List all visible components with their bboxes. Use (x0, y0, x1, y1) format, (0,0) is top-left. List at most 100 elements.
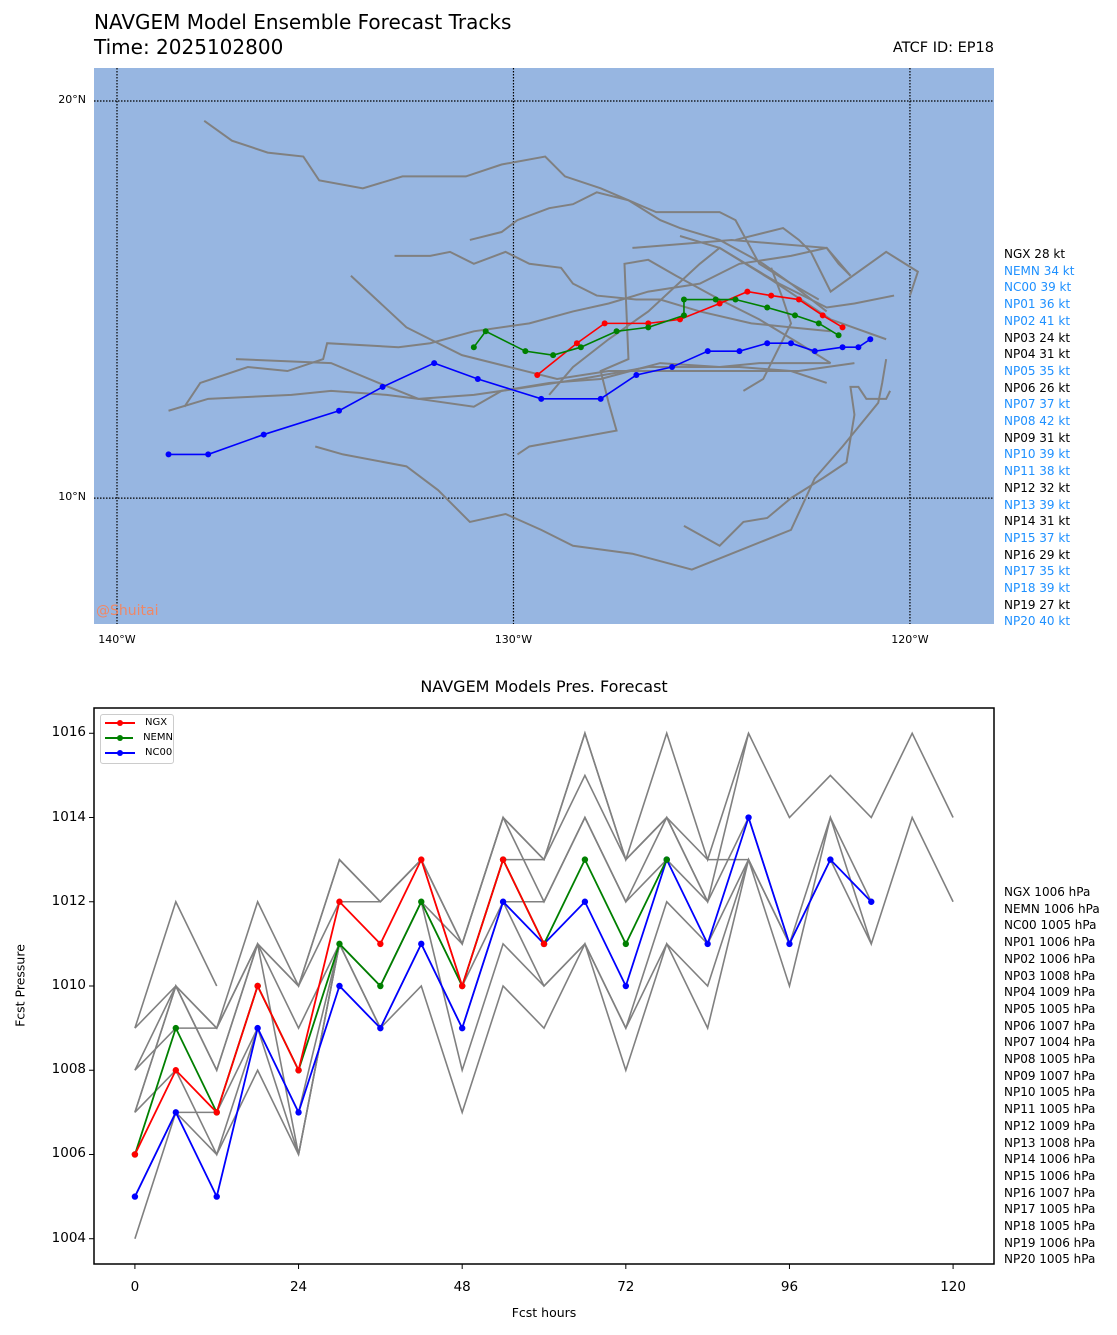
pressure-label: NP15 1006 hPa (1004, 1168, 1096, 1183)
legend-swatch (105, 719, 135, 726)
x-tick-label: 96 (780, 1279, 799, 1295)
pressure-label: NEMN 1006 hPa (1004, 901, 1100, 916)
pressure-label: NP03 1008 hPa (1004, 968, 1096, 983)
intensity-label: NP15 37 kt (1004, 530, 1071, 545)
ngx-pressure-point (131, 1151, 139, 1158)
pressure-label: NP16 1007 hPa (1004, 1185, 1096, 1200)
pressure-label: NP10 1005 hPa (1004, 1085, 1096, 1100)
pressure-label: NP17 1005 hPa (1004, 1202, 1096, 1217)
x-tick-label: 24 (289, 1279, 308, 1295)
nc00-track-point (597, 395, 604, 402)
pressure-label: NP01 1006 hPa (1004, 935, 1096, 950)
nc00-pressure-point (131, 1193, 139, 1200)
x-axis-label: Fcst hours (511, 1305, 577, 1320)
intensity-label: NGX 28 kt (1004, 247, 1066, 261)
nemn-track-point (470, 344, 477, 351)
nc00-pressure-point (377, 1024, 384, 1032)
nc00-pressure-point (213, 1193, 220, 1200)
longitude-tick-label: 130°W (494, 633, 533, 646)
latitude-tick-label: 10°N (58, 490, 86, 504)
y-tick-label: 1006 (51, 1145, 86, 1162)
nc00-track-point (811, 348, 818, 355)
nc00-track-point (538, 395, 545, 402)
watermark: @Shuitai (96, 603, 159, 619)
intensity-label: NP11 38 kt (1004, 464, 1071, 479)
member-track (235, 358, 831, 408)
nc00-track-point (839, 344, 846, 351)
nemn-track-point (522, 348, 529, 355)
nc00-track-point (205, 451, 212, 458)
nemn-track-point (732, 296, 739, 303)
y-tick-label: 1012 (51, 892, 86, 909)
nc00-pressure-line (134, 814, 872, 1200)
pressure-label: NP04 1009 hPa (1004, 985, 1096, 1000)
nemn-pressure-point (622, 940, 630, 948)
ngx-track-point (839, 324, 846, 331)
member-track (735, 226, 920, 296)
nemn-pressure-point (336, 940, 343, 948)
nemn-track-point (482, 328, 489, 335)
nemn-pressure-point (172, 1024, 180, 1032)
nemn-track-point (613, 328, 620, 335)
nc00-pressure-point (418, 940, 425, 948)
intensity-label: NP13 39 kt (1004, 497, 1071, 512)
intensity-label: NP12 32 kt (1004, 480, 1071, 495)
nc00-track-point (736, 348, 743, 355)
y-tick-label: 1004 (51, 1229, 86, 1246)
ngx-track-point (573, 340, 580, 347)
member-pressure-line (134, 857, 872, 1239)
x-tick-label: 0 (130, 1279, 140, 1295)
intensity-label: NP06 26 kt (1004, 380, 1071, 395)
legend-label: NC00 (145, 747, 173, 758)
member-track (516, 258, 832, 456)
x-tick-label: 72 (617, 1279, 635, 1295)
legend: NGX NEMN NC00 (100, 714, 174, 764)
ngx-pressure-point (418, 856, 425, 863)
intensity-label: NP07 37 kt (1004, 397, 1071, 412)
track-map (94, 68, 994, 624)
nc00-pressure-point (745, 814, 752, 821)
intensity-label: NP02 41 kt (1004, 313, 1071, 328)
pressure-label: NP13 1008 hPa (1004, 1135, 1096, 1150)
ngx-pressure-point (172, 1067, 180, 1074)
member-track (632, 238, 852, 277)
member-track (683, 385, 892, 548)
pressure-label: NP14 1006 hPa (1004, 1152, 1096, 1167)
nc00-pressure-point (581, 898, 589, 905)
nemn-track-point (815, 320, 822, 327)
legend-label: NGX (145, 717, 168, 728)
nc00-pressure-point (868, 898, 875, 905)
nc00-pressure-point (499, 898, 507, 905)
pressure-label: NP18 1005 hPa (1004, 1219, 1096, 1233)
nc00-track-point (260, 431, 267, 438)
pressure-label: NP06 1007 hPa (1004, 1018, 1096, 1033)
y-tick-label: 1008 (51, 1061, 86, 1078)
nemn-track-point (577, 344, 584, 351)
nc00-pressure-point (458, 1024, 466, 1032)
nc00-track-point (474, 375, 481, 382)
ngx-pressure-point (499, 856, 507, 863)
legend-swatch (105, 734, 134, 741)
pressure-label: NP07 1004 hPa (1004, 1035, 1096, 1050)
longitude-tick-label: 120°W (891, 633, 929, 646)
member-track (742, 267, 793, 392)
nc00-track-point (855, 344, 862, 351)
member-track (469, 191, 820, 301)
nc00-pressure-point (827, 856, 834, 863)
intensity-label: NP20 40 kt (1004, 614, 1071, 629)
nemn-track-point (764, 304, 771, 311)
y-tick-label: 1010 (51, 977, 86, 993)
legend-item-ngx: NGX (101, 715, 173, 730)
nemn-track-point (712, 296, 719, 303)
nc00-track-point (669, 364, 676, 371)
nemn-track-point (835, 332, 842, 339)
member-track (548, 246, 887, 396)
x-tick-label: 120 (940, 1279, 966, 1295)
legend-item-nc00: NC00 (101, 745, 173, 760)
y-axis-label: Fcst Pressure (12, 944, 28, 1027)
nc00-pressure-point (254, 1024, 261, 1032)
pressure-label: NP11 1005 hPa (1004, 1102, 1096, 1117)
ngx-pressure-point (254, 982, 261, 990)
nc00-pressure-point (295, 1109, 302, 1116)
forecast-time: Time: 2025102800 (94, 35, 284, 59)
